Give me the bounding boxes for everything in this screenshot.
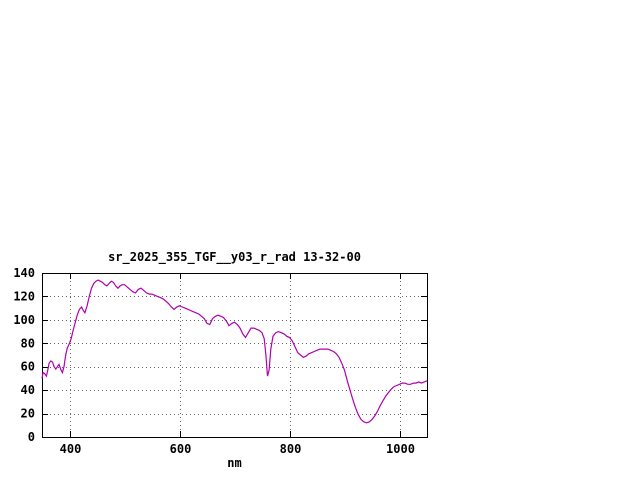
spectrum-line (41, 279, 428, 424)
y-tick-label: 80 (21, 336, 35, 350)
x-tick-label: 400 (60, 442, 82, 456)
y-tick-label: 140 (13, 266, 35, 280)
y-tick-label: 0 (28, 430, 35, 444)
x-tick-label: 800 (280, 442, 302, 456)
plot-border (42, 273, 428, 438)
chart-title: sr_2025_355_TGF__y03_r_rad 13-32-00 (108, 250, 361, 264)
x-tick-label: 600 (170, 442, 192, 456)
y-tick-label: 40 (21, 383, 35, 397)
x-axis-label: nm (227, 456, 242, 470)
x-tick-label: 1000 (386, 442, 415, 456)
y-tick-label: 60 (21, 360, 35, 374)
y-tick-label: 20 (21, 407, 35, 421)
y-tick-label: 100 (13, 313, 35, 327)
y-tick-label: 120 (13, 289, 35, 303)
